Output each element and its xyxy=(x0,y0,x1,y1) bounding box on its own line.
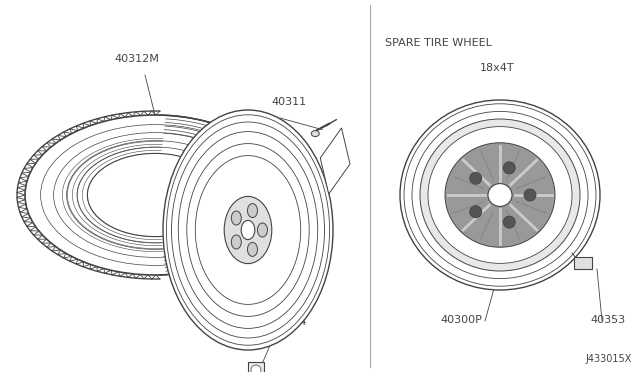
Ellipse shape xyxy=(163,110,333,350)
Ellipse shape xyxy=(470,172,482,184)
Polygon shape xyxy=(320,128,350,194)
Ellipse shape xyxy=(257,223,268,237)
Text: 18x4T: 18x4T xyxy=(480,63,515,73)
Ellipse shape xyxy=(248,203,257,218)
FancyBboxPatch shape xyxy=(248,362,264,372)
Text: 40312M: 40312M xyxy=(114,54,159,64)
Text: J433015X: J433015X xyxy=(586,354,632,364)
Ellipse shape xyxy=(470,206,482,218)
Ellipse shape xyxy=(241,220,255,240)
Ellipse shape xyxy=(420,119,580,271)
Ellipse shape xyxy=(311,131,319,137)
Ellipse shape xyxy=(428,126,572,263)
Ellipse shape xyxy=(251,365,261,372)
Ellipse shape xyxy=(503,216,515,228)
Ellipse shape xyxy=(445,143,555,247)
Text: 40224: 40224 xyxy=(271,317,307,327)
Ellipse shape xyxy=(224,196,272,264)
Ellipse shape xyxy=(248,243,257,256)
Ellipse shape xyxy=(488,184,512,206)
Text: 40300P: 40300P xyxy=(440,315,482,325)
Ellipse shape xyxy=(231,235,241,249)
Ellipse shape xyxy=(503,162,515,174)
Ellipse shape xyxy=(231,211,241,225)
Text: 40311: 40311 xyxy=(271,97,306,107)
Ellipse shape xyxy=(524,189,536,201)
FancyBboxPatch shape xyxy=(574,257,592,269)
Ellipse shape xyxy=(400,100,600,290)
Text: 40353: 40353 xyxy=(590,315,625,325)
Ellipse shape xyxy=(88,153,223,237)
Text: 40300P: 40300P xyxy=(193,170,235,180)
Text: SPARE TIRE WHEEL: SPARE TIRE WHEEL xyxy=(385,38,492,48)
Ellipse shape xyxy=(25,115,285,275)
